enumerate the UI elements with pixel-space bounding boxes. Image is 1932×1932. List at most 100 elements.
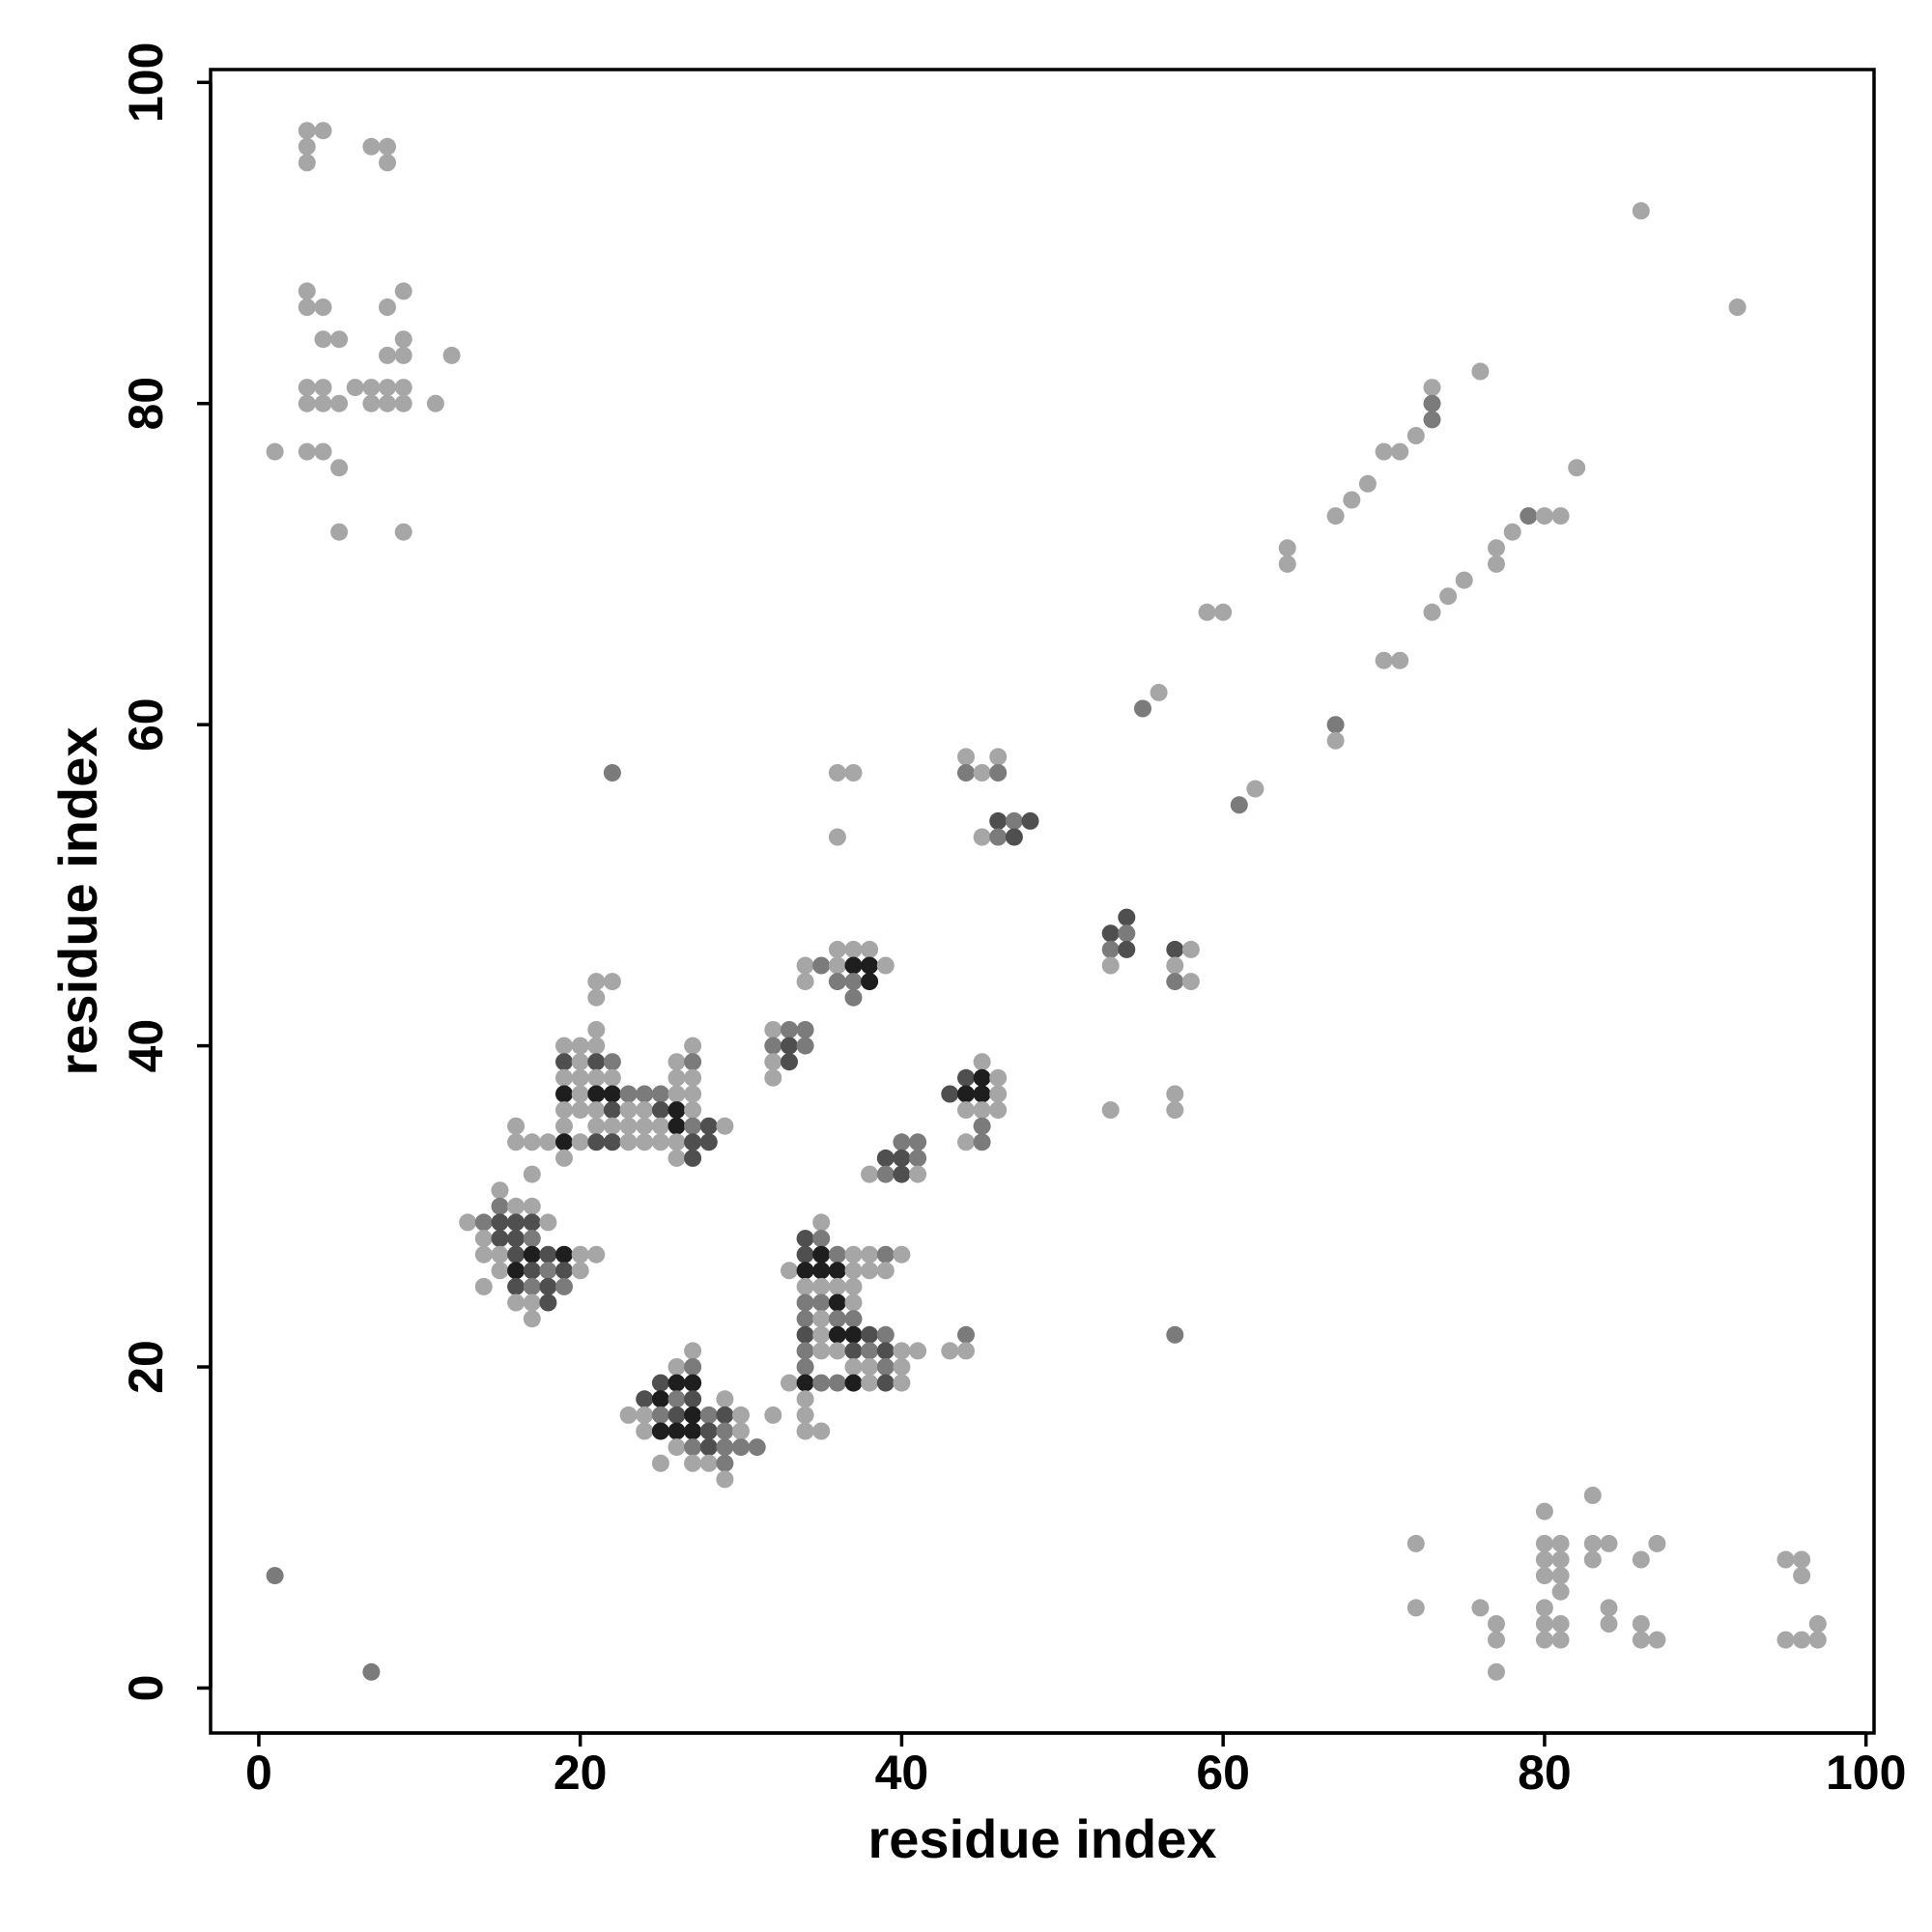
data-point [555, 1117, 573, 1135]
data-point [491, 1181, 509, 1200]
data-point [587, 1101, 606, 1120]
data-point [651, 1085, 669, 1103]
data-point [876, 956, 895, 975]
data-point [1391, 651, 1409, 669]
data-point [1005, 811, 1023, 830]
data-point [1406, 427, 1425, 444]
data-point [844, 1342, 863, 1360]
data-point [844, 1374, 863, 1392]
data-point [636, 1390, 654, 1408]
data-point [748, 1438, 766, 1457]
data-point [507, 1230, 526, 1248]
data-point [555, 1277, 573, 1295]
y-axis: 0 20 40 60 80 100 [119, 43, 213, 1701]
data-point [1488, 539, 1505, 557]
data-point [298, 298, 316, 316]
data-point [764, 1053, 782, 1071]
data-point [474, 1245, 493, 1264]
data-point [909, 1342, 927, 1360]
data-point [362, 1662, 381, 1681]
data-point [651, 1422, 669, 1440]
data-point [1488, 1662, 1505, 1681]
data-point [1166, 1325, 1184, 1344]
data-point [957, 1133, 975, 1151]
data-point [1600, 1599, 1618, 1617]
data-point [699, 1117, 718, 1135]
data-point [812, 956, 831, 975]
data-point [346, 379, 364, 397]
data-point [781, 1374, 798, 1392]
data-point [941, 1342, 959, 1360]
data-point [876, 1358, 895, 1376]
data-point [989, 828, 1008, 846]
data-point [684, 1422, 702, 1440]
data-point [876, 1325, 895, 1344]
data-point [507, 1293, 526, 1312]
data-point [474, 1213, 493, 1232]
data-point [812, 1245, 831, 1264]
data-point [1166, 940, 1184, 958]
x-tick-label: 60 [1196, 1746, 1250, 1800]
data-point [1101, 956, 1120, 975]
data-point [1101, 940, 1120, 958]
data-point [1551, 1567, 1570, 1585]
data-point [1278, 554, 1296, 573]
data-point [298, 154, 316, 172]
data-point [796, 1245, 814, 1264]
data-point [1358, 474, 1377, 493]
data-point [603, 1053, 621, 1071]
data-point [539, 1213, 557, 1232]
data-point [555, 1133, 573, 1151]
data-point [1551, 507, 1570, 526]
data-point [909, 1133, 927, 1151]
data-point [909, 1149, 927, 1167]
data-point [571, 1068, 589, 1087]
data-point [571, 1133, 589, 1151]
data-point [507, 1133, 526, 1151]
data-point [1776, 1550, 1795, 1569]
data-point [699, 1422, 718, 1440]
data-point [828, 1245, 846, 1264]
data-point [828, 1325, 846, 1344]
data-point [684, 1149, 702, 1167]
data-point [828, 1293, 846, 1312]
data-point [1600, 1534, 1618, 1552]
data-point [651, 1406, 669, 1424]
data-point [1423, 379, 1441, 397]
data-point [1246, 780, 1264, 798]
data-point [861, 956, 879, 975]
data-point [1551, 1615, 1570, 1633]
data-point [1423, 603, 1441, 621]
data-point [796, 973, 814, 991]
data-point [844, 1293, 863, 1312]
data-point [1535, 1567, 1553, 1585]
data-point [651, 1133, 669, 1151]
data-point [876, 1149, 895, 1167]
data-point [603, 1101, 621, 1120]
data-point [973, 764, 991, 781]
data-point [684, 1438, 702, 1457]
data-point [571, 1245, 589, 1264]
data-point [781, 1037, 798, 1055]
y-tick-label: 20 [119, 1340, 173, 1394]
data-point [619, 1117, 638, 1135]
data-point [861, 1245, 879, 1264]
data-point [507, 1277, 526, 1295]
data-point [636, 1422, 654, 1440]
data-point [957, 748, 975, 766]
data-point [668, 1358, 686, 1376]
data-point [507, 1213, 526, 1232]
data-point [1648, 1631, 1666, 1649]
data-point [668, 1390, 686, 1408]
data-point [379, 394, 396, 412]
data-point [684, 1406, 702, 1424]
data-point [314, 442, 332, 461]
data-point [362, 379, 381, 397]
data-point [571, 1085, 589, 1103]
data-point [1632, 1550, 1650, 1569]
y-axis-title: residue index [47, 726, 108, 1075]
data-point [668, 1406, 686, 1424]
data-point [668, 1149, 686, 1167]
data-point [781, 1262, 798, 1280]
data-point [1535, 1534, 1553, 1552]
